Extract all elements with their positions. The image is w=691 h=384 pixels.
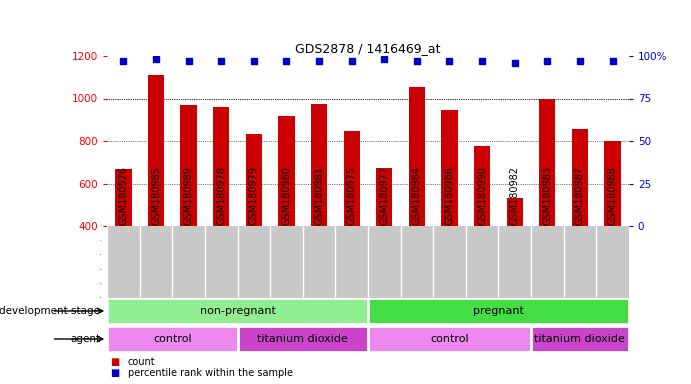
Text: percentile rank within the sample: percentile rank within the sample <box>128 368 293 378</box>
Bar <box>539 99 556 226</box>
Bar <box>376 168 392 226</box>
Text: development stage: development stage <box>0 306 100 316</box>
Bar <box>311 104 328 226</box>
Bar <box>180 105 197 226</box>
Bar <box>246 134 262 226</box>
Text: control: control <box>153 334 191 344</box>
Bar <box>238 326 368 352</box>
Text: ■: ■ <box>111 368 120 378</box>
Title: GDS2878 / 1416469_at: GDS2878 / 1416469_at <box>295 42 441 55</box>
Bar <box>107 326 238 352</box>
Bar <box>408 87 425 226</box>
Text: pregnant: pregnant <box>473 306 524 316</box>
Text: agent: agent <box>70 334 100 344</box>
Text: titanium dioxide: titanium dioxide <box>257 334 348 344</box>
Bar <box>571 129 588 226</box>
Text: control: control <box>430 334 468 344</box>
Text: ■: ■ <box>111 357 120 367</box>
Bar <box>115 169 131 226</box>
Bar <box>213 107 229 226</box>
Text: count: count <box>128 357 155 367</box>
Bar <box>107 298 368 324</box>
Text: titanium dioxide: titanium dioxide <box>534 334 625 344</box>
Bar <box>507 199 523 226</box>
Bar <box>605 141 621 226</box>
Bar <box>474 146 490 226</box>
Bar <box>343 131 360 226</box>
Bar <box>368 326 531 352</box>
Text: non-pregnant: non-pregnant <box>200 306 276 316</box>
Bar <box>531 326 629 352</box>
Bar <box>148 75 164 226</box>
Bar <box>368 298 629 324</box>
Bar <box>442 109 457 226</box>
Bar <box>278 116 294 226</box>
